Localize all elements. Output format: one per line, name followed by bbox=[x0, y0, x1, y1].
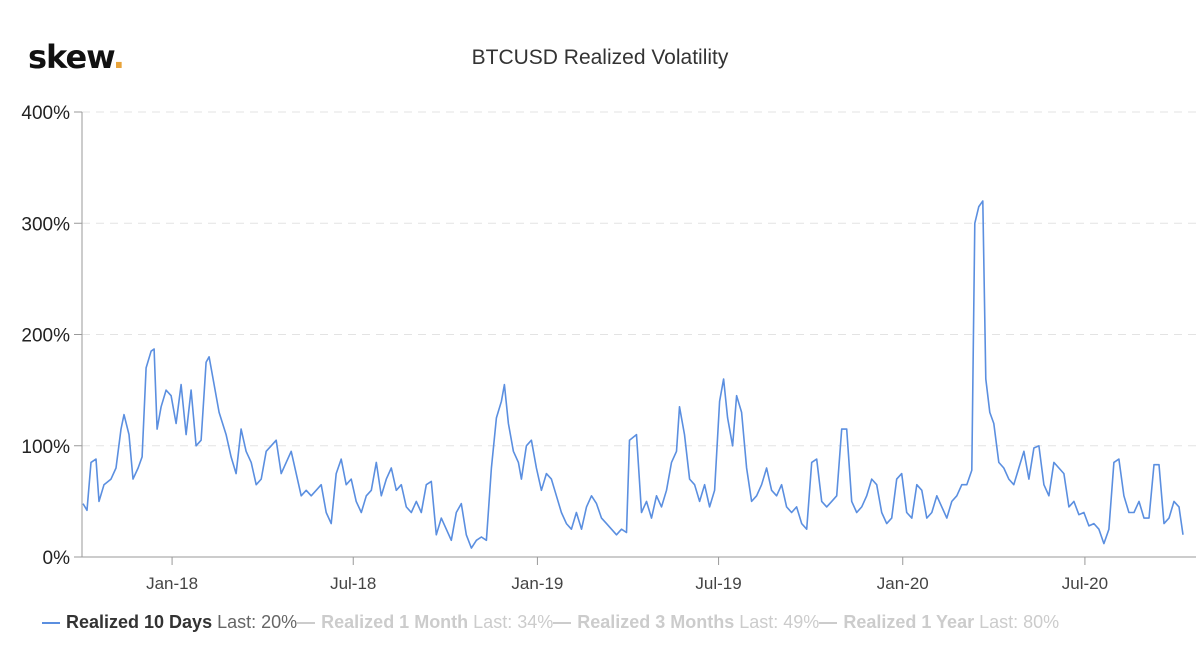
legend-last-value: Last: 20% bbox=[217, 612, 298, 632]
legend-series-name: Realized 1 Year bbox=[843, 612, 975, 632]
legend-last-value: Last: 80% bbox=[979, 612, 1060, 632]
x-tick-label: Jan-19 bbox=[511, 574, 563, 593]
skew-logo: skew. bbox=[28, 38, 125, 76]
legend-swatch bbox=[42, 621, 60, 624]
legend-series-name: Realized 10 Days bbox=[66, 612, 213, 632]
series-line-realized-10-days bbox=[82, 200, 1184, 549]
y-tick-label: 300% bbox=[21, 214, 70, 235]
legend-series-name: Realized 3 Months bbox=[577, 612, 735, 632]
logo-dot: . bbox=[112, 38, 125, 76]
logo-text: skew bbox=[28, 38, 114, 76]
legend-swatch bbox=[553, 621, 572, 624]
legend: Realized 10 Days Last: 20% Realized 1 Mont… bbox=[42, 612, 1059, 633]
x-tick-label: Jan-20 bbox=[877, 574, 929, 593]
x-tick-label: Jan-18 bbox=[146, 574, 198, 593]
legend-swatch bbox=[297, 621, 316, 624]
legend-item-realized-1-year[interactable]: Realized 1 Year Last: 80% bbox=[819, 612, 1059, 633]
legend-item-realized-10-days[interactable]: Realized 10 Days Last: 20% bbox=[42, 612, 297, 633]
legend-series-name: Realized 1 Month bbox=[321, 612, 469, 632]
legend-swatch bbox=[819, 621, 838, 624]
x-tick-label: Jul-18 bbox=[330, 574, 376, 593]
legend-item-realized-1-month[interactable]: Realized 1 Month Last: 34% bbox=[297, 612, 553, 633]
legend-last-value: Last: 34% bbox=[473, 612, 554, 632]
y-tick-label: 100% bbox=[21, 437, 70, 458]
chart-title: BTCUSD Realized Volatility bbox=[471, 46, 729, 69]
y-tick-label: 0% bbox=[43, 548, 71, 569]
legend-last-value: Last: 49% bbox=[739, 612, 820, 632]
y-tick-label: 200% bbox=[21, 326, 70, 347]
y-tick-label: 400% bbox=[21, 103, 70, 124]
x-tick-label: Jul-20 bbox=[1062, 574, 1108, 593]
legend-item-realized-3-months[interactable]: Realized 3 Months Last: 49% bbox=[553, 612, 819, 633]
x-tick-label: Jul-19 bbox=[695, 574, 741, 593]
